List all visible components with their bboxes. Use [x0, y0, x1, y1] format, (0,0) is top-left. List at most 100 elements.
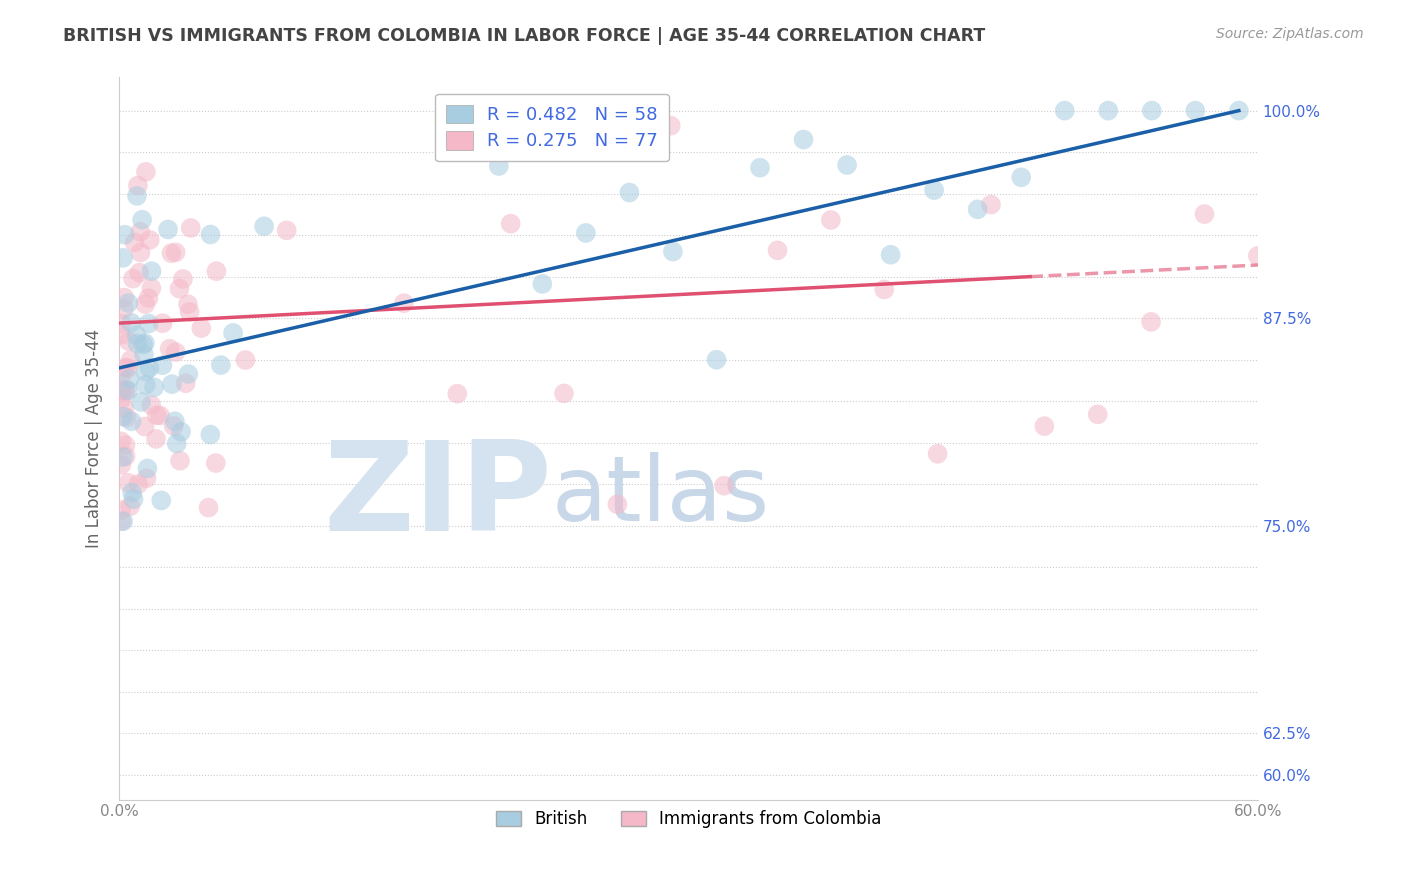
Point: [1087, 408, 1109, 422]
Point: [662, 244, 685, 259]
Point: [134, 336, 156, 351]
Point: [114, 438, 136, 452]
Point: [114, 384, 136, 399]
Point: [114, 360, 136, 375]
Point: [209, 358, 232, 372]
Point: [169, 282, 191, 296]
Point: [110, 458, 132, 472]
Point: [966, 202, 988, 217]
Point: [792, 132, 814, 146]
Point: [141, 398, 163, 412]
Point: [499, 217, 522, 231]
Point: [1033, 419, 1056, 434]
Point: [835, 158, 858, 172]
Point: [1247, 249, 1270, 263]
Point: [180, 221, 202, 235]
Point: [166, 436, 188, 450]
Point: [120, 500, 142, 514]
Point: [820, 213, 842, 227]
Point: [446, 386, 468, 401]
Point: [125, 189, 148, 203]
Point: [129, 245, 152, 260]
Point: [112, 401, 135, 415]
Point: [135, 471, 157, 485]
Point: [706, 352, 728, 367]
Text: atlas: atlas: [553, 452, 770, 541]
Point: [110, 434, 132, 449]
Point: [659, 119, 682, 133]
Point: [138, 360, 160, 375]
Point: [120, 316, 142, 330]
Y-axis label: In Labor Force | Age 35-44: In Labor Force | Age 35-44: [86, 329, 103, 548]
Point: [575, 226, 598, 240]
Point: [136, 461, 159, 475]
Point: [152, 358, 174, 372]
Point: [112, 450, 135, 464]
Point: [117, 475, 139, 490]
Point: [138, 291, 160, 305]
Point: [114, 383, 136, 397]
Point: [200, 227, 222, 242]
Point: [165, 345, 187, 359]
Point: [131, 212, 153, 227]
Point: [163, 414, 186, 428]
Point: [112, 290, 135, 304]
Legend: British, Immigrants from Colombia: British, Immigrants from Colombia: [489, 803, 889, 835]
Point: [922, 183, 945, 197]
Point: [276, 223, 298, 237]
Point: [165, 245, 187, 260]
Point: [235, 353, 257, 368]
Point: [110, 317, 132, 331]
Point: [110, 369, 132, 384]
Point: [110, 503, 132, 517]
Point: [117, 361, 139, 376]
Point: [129, 225, 152, 239]
Point: [134, 297, 156, 311]
Point: [114, 227, 136, 242]
Point: [488, 159, 510, 173]
Point: [141, 281, 163, 295]
Point: [139, 233, 162, 247]
Point: [980, 197, 1002, 211]
Point: [115, 410, 138, 425]
Point: [157, 222, 180, 236]
Point: [122, 271, 145, 285]
Point: [713, 479, 735, 493]
Point: [145, 409, 167, 423]
Point: [127, 178, 149, 193]
Point: [1010, 170, 1032, 185]
Point: [120, 353, 142, 368]
Text: ZIP: ZIP: [323, 436, 553, 557]
Point: [128, 266, 150, 280]
Point: [124, 235, 146, 250]
Point: [138, 317, 160, 331]
Point: [606, 497, 628, 511]
Point: [112, 251, 135, 265]
Point: [117, 384, 139, 398]
Point: [134, 419, 156, 434]
Point: [127, 336, 149, 351]
Point: [132, 337, 155, 351]
Text: Source: ZipAtlas.com: Source: ZipAtlas.com: [1216, 27, 1364, 41]
Point: [222, 326, 245, 340]
Point: [1140, 103, 1163, 118]
Point: [205, 264, 228, 278]
Point: [1184, 103, 1206, 118]
Point: [135, 165, 157, 179]
Point: [125, 328, 148, 343]
Point: [110, 514, 132, 528]
Point: [112, 301, 135, 316]
Point: [150, 493, 173, 508]
Point: [117, 296, 139, 310]
Point: [110, 327, 132, 342]
Point: [114, 449, 136, 463]
Point: [766, 244, 789, 258]
Point: [553, 386, 575, 401]
Point: [197, 500, 219, 515]
Point: [879, 248, 901, 262]
Point: [873, 283, 896, 297]
Point: [112, 514, 135, 528]
Point: [174, 376, 197, 391]
Point: [1053, 103, 1076, 118]
Point: [160, 377, 183, 392]
